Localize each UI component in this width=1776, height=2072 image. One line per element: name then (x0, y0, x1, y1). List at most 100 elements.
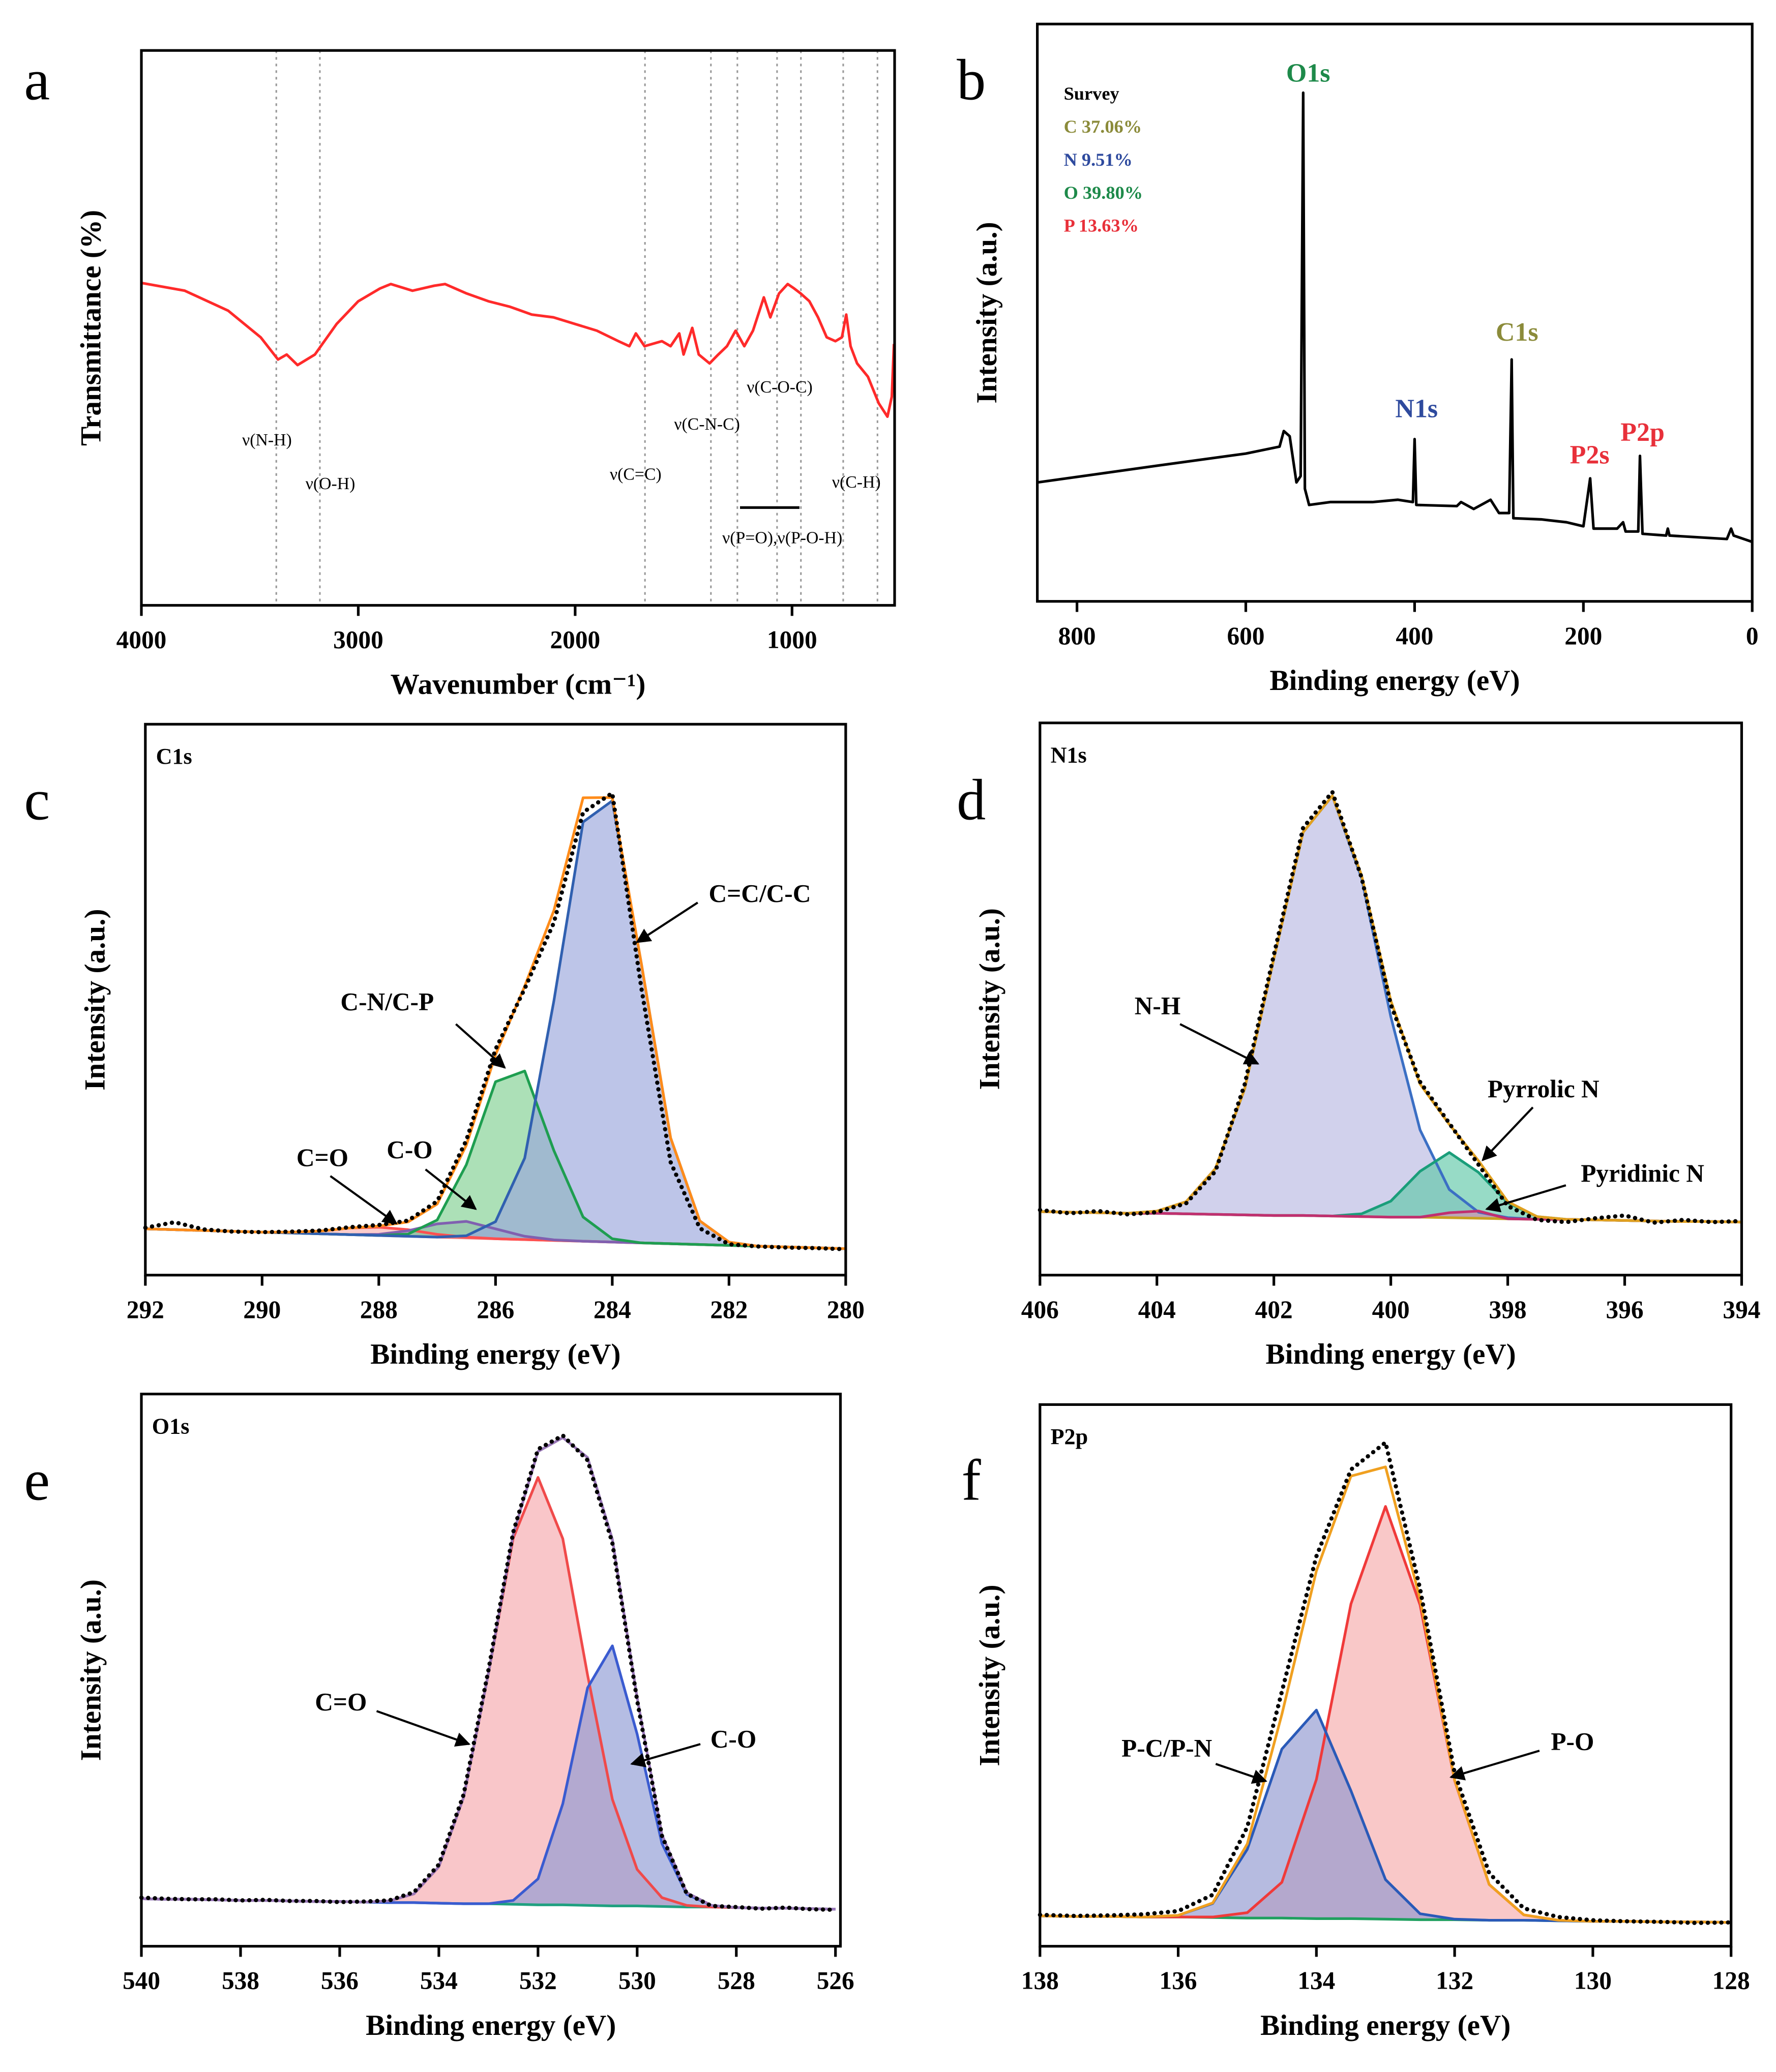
raw-data-line (1038, 790, 1744, 1225)
x-tick-label: 1000 (767, 626, 817, 654)
y-axis-label: Intensity (a.u.) (973, 1584, 1005, 1766)
x-tick-label: 292 (127, 1296, 164, 1324)
x-tick-label: 406 (1021, 1296, 1059, 1324)
x-tick-label: 0 (1746, 622, 1759, 650)
panel-letter: a (24, 48, 50, 112)
panel-letter: b (957, 48, 986, 112)
band-label: ν(O-H) (306, 474, 356, 493)
survey-label: N1s (1395, 394, 1438, 423)
x-axis-label: Binding energy (eV) (1269, 665, 1520, 697)
band-label: ν(C=C) (610, 465, 662, 484)
x-tick-label: 396 (1606, 1296, 1643, 1324)
x-tick-label: 288 (360, 1296, 398, 1324)
x-tick-label: 536 (321, 1967, 359, 1995)
peak-label: P-C/P-N (1121, 1734, 1212, 1762)
x-tick-label: 402 (1255, 1296, 1293, 1324)
survey-label: P2p (1620, 418, 1665, 447)
spectrum-label: P2p (1051, 1424, 1088, 1449)
x-tick-label: 400 (1372, 1296, 1410, 1324)
peak-label: C-N/C-P (340, 987, 434, 1015)
peak-arrow (1179, 1023, 1260, 1065)
x-tick-label: 4000 (116, 626, 167, 654)
band-label: ν(N-H) (242, 431, 292, 449)
peak-arrow (330, 1175, 398, 1225)
panel-letter: e (24, 1448, 50, 1513)
x-axis-label: Binding energy (eV) (366, 2009, 616, 2041)
x-tick-label: 200 (1564, 622, 1602, 650)
x-tick-label: 282 (710, 1296, 748, 1324)
x-tick-label: 540 (123, 1967, 160, 1995)
x-tick-label: 394 (1723, 1296, 1760, 1324)
x-tick-label: 398 (1489, 1296, 1527, 1324)
x-tick-label: 538 (222, 1967, 259, 1995)
peak-arrow (635, 902, 698, 943)
raw-data-line (1038, 1440, 1733, 1926)
plot-frame (140, 1393, 842, 1948)
spectrum-label: C1s (156, 744, 192, 769)
x-axis-label: Binding energy (eV) (370, 1338, 620, 1370)
x-tick-label: 136 (1160, 1967, 1197, 1995)
panel-letter: f (962, 1448, 982, 1513)
x-tick-label: 600 (1227, 622, 1264, 650)
x-axis-label: Binding energy (eV) (1260, 2009, 1511, 2041)
x-tick-label: 284 (594, 1296, 631, 1324)
panel-letter: d (957, 768, 986, 832)
peak-arrow (376, 1710, 471, 1747)
survey-label: O 39.80% (1064, 183, 1143, 203)
peak-arrow (1482, 1106, 1534, 1161)
y-axis-label: Intensity (a.u.) (75, 1579, 107, 1761)
x-tick-label: 400 (1396, 622, 1433, 650)
y-axis-label: Intensity (a.u.) (79, 909, 111, 1090)
peak-arrow (630, 1743, 701, 1767)
survey-label: O1s (1286, 59, 1330, 88)
peak-label: C-O (387, 1135, 432, 1163)
band-label: ν(P=O),ν(P-O-H) (722, 528, 842, 547)
peak-label: N-H (1135, 992, 1180, 1019)
peak-label: C=C/C-C (709, 879, 811, 907)
x-tick-label: 528 (718, 1967, 755, 1995)
x-tick-label: 534 (420, 1967, 458, 1995)
y-axis-label: Intensity (a.u.) (973, 908, 1005, 1090)
x-tick-label: 532 (519, 1967, 557, 1995)
y-axis-label: Intensity (a.u.) (971, 222, 1003, 403)
peak-label: Pyridinic N (1581, 1159, 1704, 1187)
x-tick-label: 134 (1297, 1967, 1335, 1995)
x-tick-label: 404 (1138, 1296, 1176, 1324)
x-tick-label: 530 (618, 1967, 656, 1995)
peak-label: C=O (315, 1688, 367, 1716)
x-tick-label: 130 (1574, 1967, 1612, 1995)
data-line (1040, 1465, 1731, 1924)
component-area (141, 1477, 836, 1909)
component-area (1040, 1506, 1731, 1923)
data-line (141, 281, 896, 418)
x-tick-label: 800 (1058, 622, 1096, 650)
raw-data-line (143, 791, 848, 1252)
peak-label: Pyrrolic N (1488, 1075, 1600, 1103)
component-area (1040, 1152, 1742, 1222)
survey-label: C 37.06% (1064, 116, 1142, 137)
peak-arrow (1215, 1763, 1267, 1784)
x-tick-label: 2000 (550, 626, 601, 654)
x-tick-label: 280 (827, 1296, 865, 1324)
x-tick-label: 290 (243, 1296, 281, 1324)
component-area (145, 1071, 846, 1249)
peak-arrow (425, 1168, 477, 1210)
y-axis-label: Transmittance (%) (75, 210, 107, 446)
x-axis-label: Wavenumber (cm⁻¹) (391, 669, 646, 701)
plot-frame (140, 49, 896, 607)
spectrum-label: O1s (152, 1414, 190, 1438)
survey-label: Survey (1064, 83, 1119, 104)
x-tick-label: 526 (817, 1967, 854, 1995)
panel-letter: c (24, 768, 50, 832)
x-tick-label: 128 (1712, 1967, 1750, 1995)
survey-label: P 13.63% (1064, 216, 1139, 236)
plot-frame (1039, 1403, 1733, 1948)
peak-arrow (455, 1023, 506, 1069)
raw-data-line (139, 1433, 838, 1912)
x-tick-label: 286 (477, 1296, 514, 1324)
peak-arrow (1485, 1184, 1566, 1213)
component-area (1040, 796, 1742, 1222)
